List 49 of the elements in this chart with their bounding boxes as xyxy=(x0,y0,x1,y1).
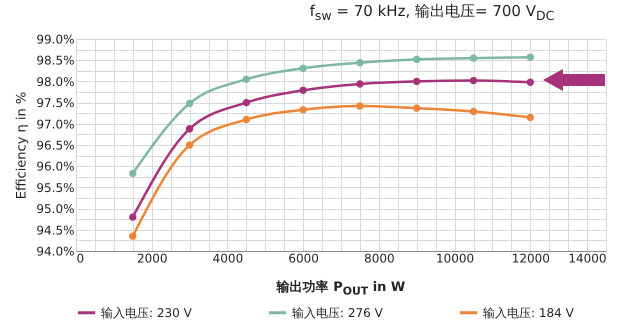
y-tick-label: 99.0% xyxy=(36,32,74,46)
point xyxy=(356,80,364,88)
y-tick-label: 95.5% xyxy=(36,180,74,195)
point xyxy=(186,100,194,108)
point xyxy=(413,104,420,112)
point xyxy=(356,59,364,66)
point xyxy=(299,106,307,114)
x-tick-label: 10000 xyxy=(436,252,474,266)
x-tick-label: 0 xyxy=(76,252,84,266)
point xyxy=(242,116,250,124)
point xyxy=(526,78,534,86)
legend-label: 输入电压: 184 V xyxy=(483,306,575,320)
x-tick-label: 6000 xyxy=(288,252,319,266)
point xyxy=(470,108,478,116)
y-tick-label: 94.5% xyxy=(36,223,74,238)
x-tick-label: 14000 xyxy=(568,252,606,266)
point xyxy=(129,232,136,240)
x-tick-label: 4000 xyxy=(212,252,244,266)
point xyxy=(242,98,250,106)
point xyxy=(413,56,420,64)
y-tick-label: 96.0% xyxy=(36,160,74,174)
legend-label: 输入电压: 276 V xyxy=(292,306,384,320)
point xyxy=(299,64,307,72)
y-tick-label: 95.0% xyxy=(36,202,74,216)
point xyxy=(470,54,478,62)
point xyxy=(299,86,307,94)
point xyxy=(356,102,364,110)
point xyxy=(129,170,136,178)
y-tick-label: 97.5% xyxy=(36,96,74,110)
point xyxy=(526,54,534,61)
x-axis-title: 输出功率 P$_{OUT}$ in W xyxy=(275,278,406,298)
point xyxy=(186,141,194,149)
y-tick-label: 98.5% xyxy=(36,54,74,68)
x-tick-label: 12000 xyxy=(512,252,550,266)
y-tick-label: 98.0% xyxy=(36,74,74,89)
x-tick-label: 2000 xyxy=(136,252,168,266)
point xyxy=(129,213,136,221)
point xyxy=(470,76,478,84)
point xyxy=(526,114,534,122)
y-axis-title: Efficiency η in % xyxy=(14,92,30,200)
y-tick-label: 94.0% xyxy=(36,244,74,258)
point xyxy=(413,78,420,86)
chart-title: f$_{sw}$ = 70 kHz, 输出电压= 700 V$_{DC}$ xyxy=(308,2,556,23)
y-tick-label: 97.0% xyxy=(36,117,74,132)
point xyxy=(242,76,250,83)
y-tick-label: 96.5% xyxy=(36,138,74,152)
legend-label: 输入电压: 230 V xyxy=(101,306,193,320)
x-tick-label: 8000 xyxy=(364,252,395,266)
point xyxy=(186,125,194,133)
